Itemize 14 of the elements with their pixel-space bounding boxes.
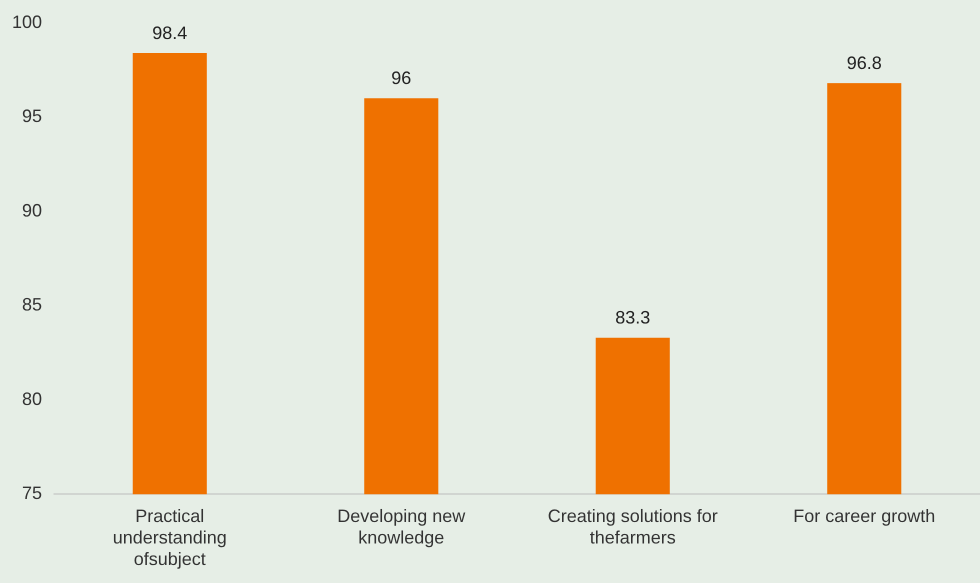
y-tick-label: 90 — [22, 200, 42, 220]
data-label: 96.8 — [846, 53, 882, 74]
x-tick-label: For career growth — [793, 506, 936, 526]
x-tick-label: Developing new knowledge — [337, 506, 466, 548]
data-label: 83.3 — [615, 308, 650, 328]
y-tick-label: 75 — [22, 483, 42, 504]
y-tick-label: 85 — [22, 294, 42, 315]
data-label: 96 — [391, 68, 412, 88]
y-tick-label: 80 — [22, 388, 42, 409]
x-tick-label: Practical understanding ofsubject — [112, 506, 227, 570]
data-label: 98.4 — [152, 22, 188, 43]
y-tick-label: 95 — [22, 106, 42, 126]
y-tick-label: 100 — [12, 12, 42, 32]
x-tick-label: Creating solutions for thefarmers — [548, 506, 718, 548]
